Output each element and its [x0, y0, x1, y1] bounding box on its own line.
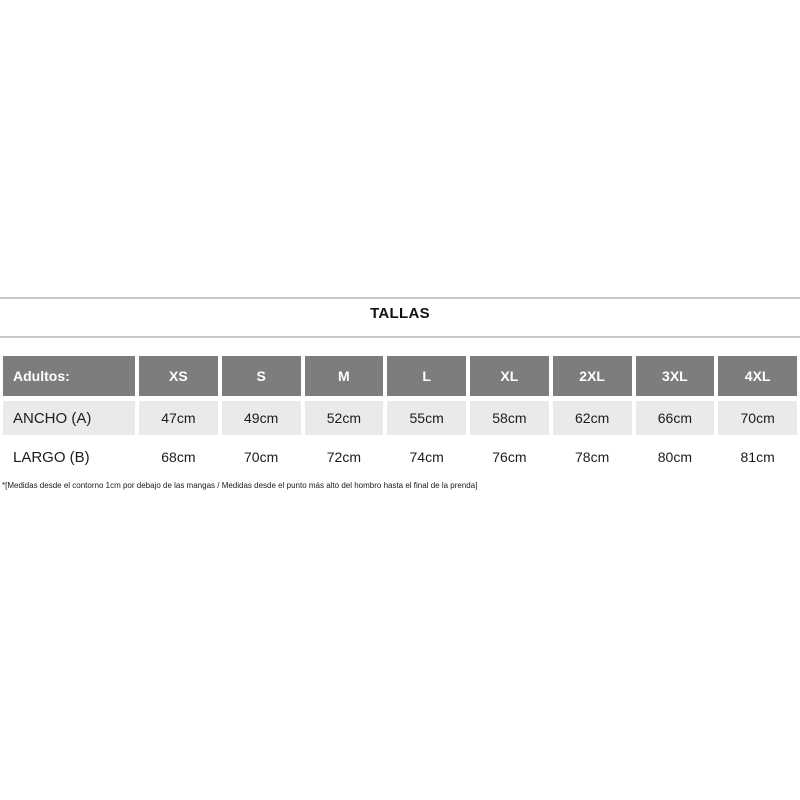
largo-value-m: 72cm	[304, 440, 384, 474]
largo-value-l: 74cm	[387, 440, 466, 474]
header-cell-size-xs: XS	[139, 356, 218, 396]
largo-value-2xl: 78cm	[552, 440, 632, 474]
ancho-value-s: 49cm	[221, 401, 301, 435]
ancho-value-l: 55cm	[387, 401, 466, 435]
largo-value-xl: 76cm	[470, 440, 549, 474]
header-cell-size-m: M	[304, 356, 384, 396]
divider-top	[0, 297, 800, 299]
header-cell-size-3xl: 3XL	[635, 356, 715, 396]
measurement-footnote: *[Medidas desde el contorno 1cm por deba…	[2, 481, 478, 490]
section-title-tallas: TALLAS	[370, 305, 430, 322]
header-cell-adultos: Adultos:	[3, 356, 135, 396]
largo-value-xs: 68cm	[139, 440, 218, 474]
row-label-largo: LARGO (B)	[3, 440, 135, 474]
ancho-value-3xl: 66cm	[635, 401, 715, 435]
header-cell-size-2xl: 2XL	[552, 356, 632, 396]
header-cell-size-4xl: 4XL	[718, 356, 797, 396]
size-table: Adultos: XS S M L XL 2XL 3XL 4XL ANCHO (…	[0, 351, 800, 479]
largo-value-s: 70cm	[221, 440, 301, 474]
row-label-ancho: ANCHO (A)	[3, 401, 135, 435]
ancho-value-xl: 58cm	[470, 401, 549, 435]
divider-bottom	[0, 336, 800, 338]
ancho-value-m: 52cm	[304, 401, 384, 435]
header-cell-size-s: S	[221, 356, 301, 396]
largo-value-3xl: 80cm	[635, 440, 715, 474]
header-cell-size-xl: XL	[470, 356, 549, 396]
ancho-value-4xl: 70cm	[718, 401, 797, 435]
largo-value-4xl: 81cm	[718, 440, 797, 474]
ancho-value-xs: 47cm	[139, 401, 218, 435]
header-cell-size-l: L	[387, 356, 466, 396]
ancho-value-2xl: 62cm	[552, 401, 632, 435]
table-row-ancho: ANCHO (A) 47cm 49cm 52cm 55cm 58cm 62cm …	[3, 401, 797, 435]
size-table-header-row: Adultos: XS S M L XL 2XL 3XL 4XL	[3, 356, 797, 396]
table-row-largo: LARGO (B) 68cm 70cm 72cm 74cm 76cm 78cm …	[3, 440, 797, 474]
